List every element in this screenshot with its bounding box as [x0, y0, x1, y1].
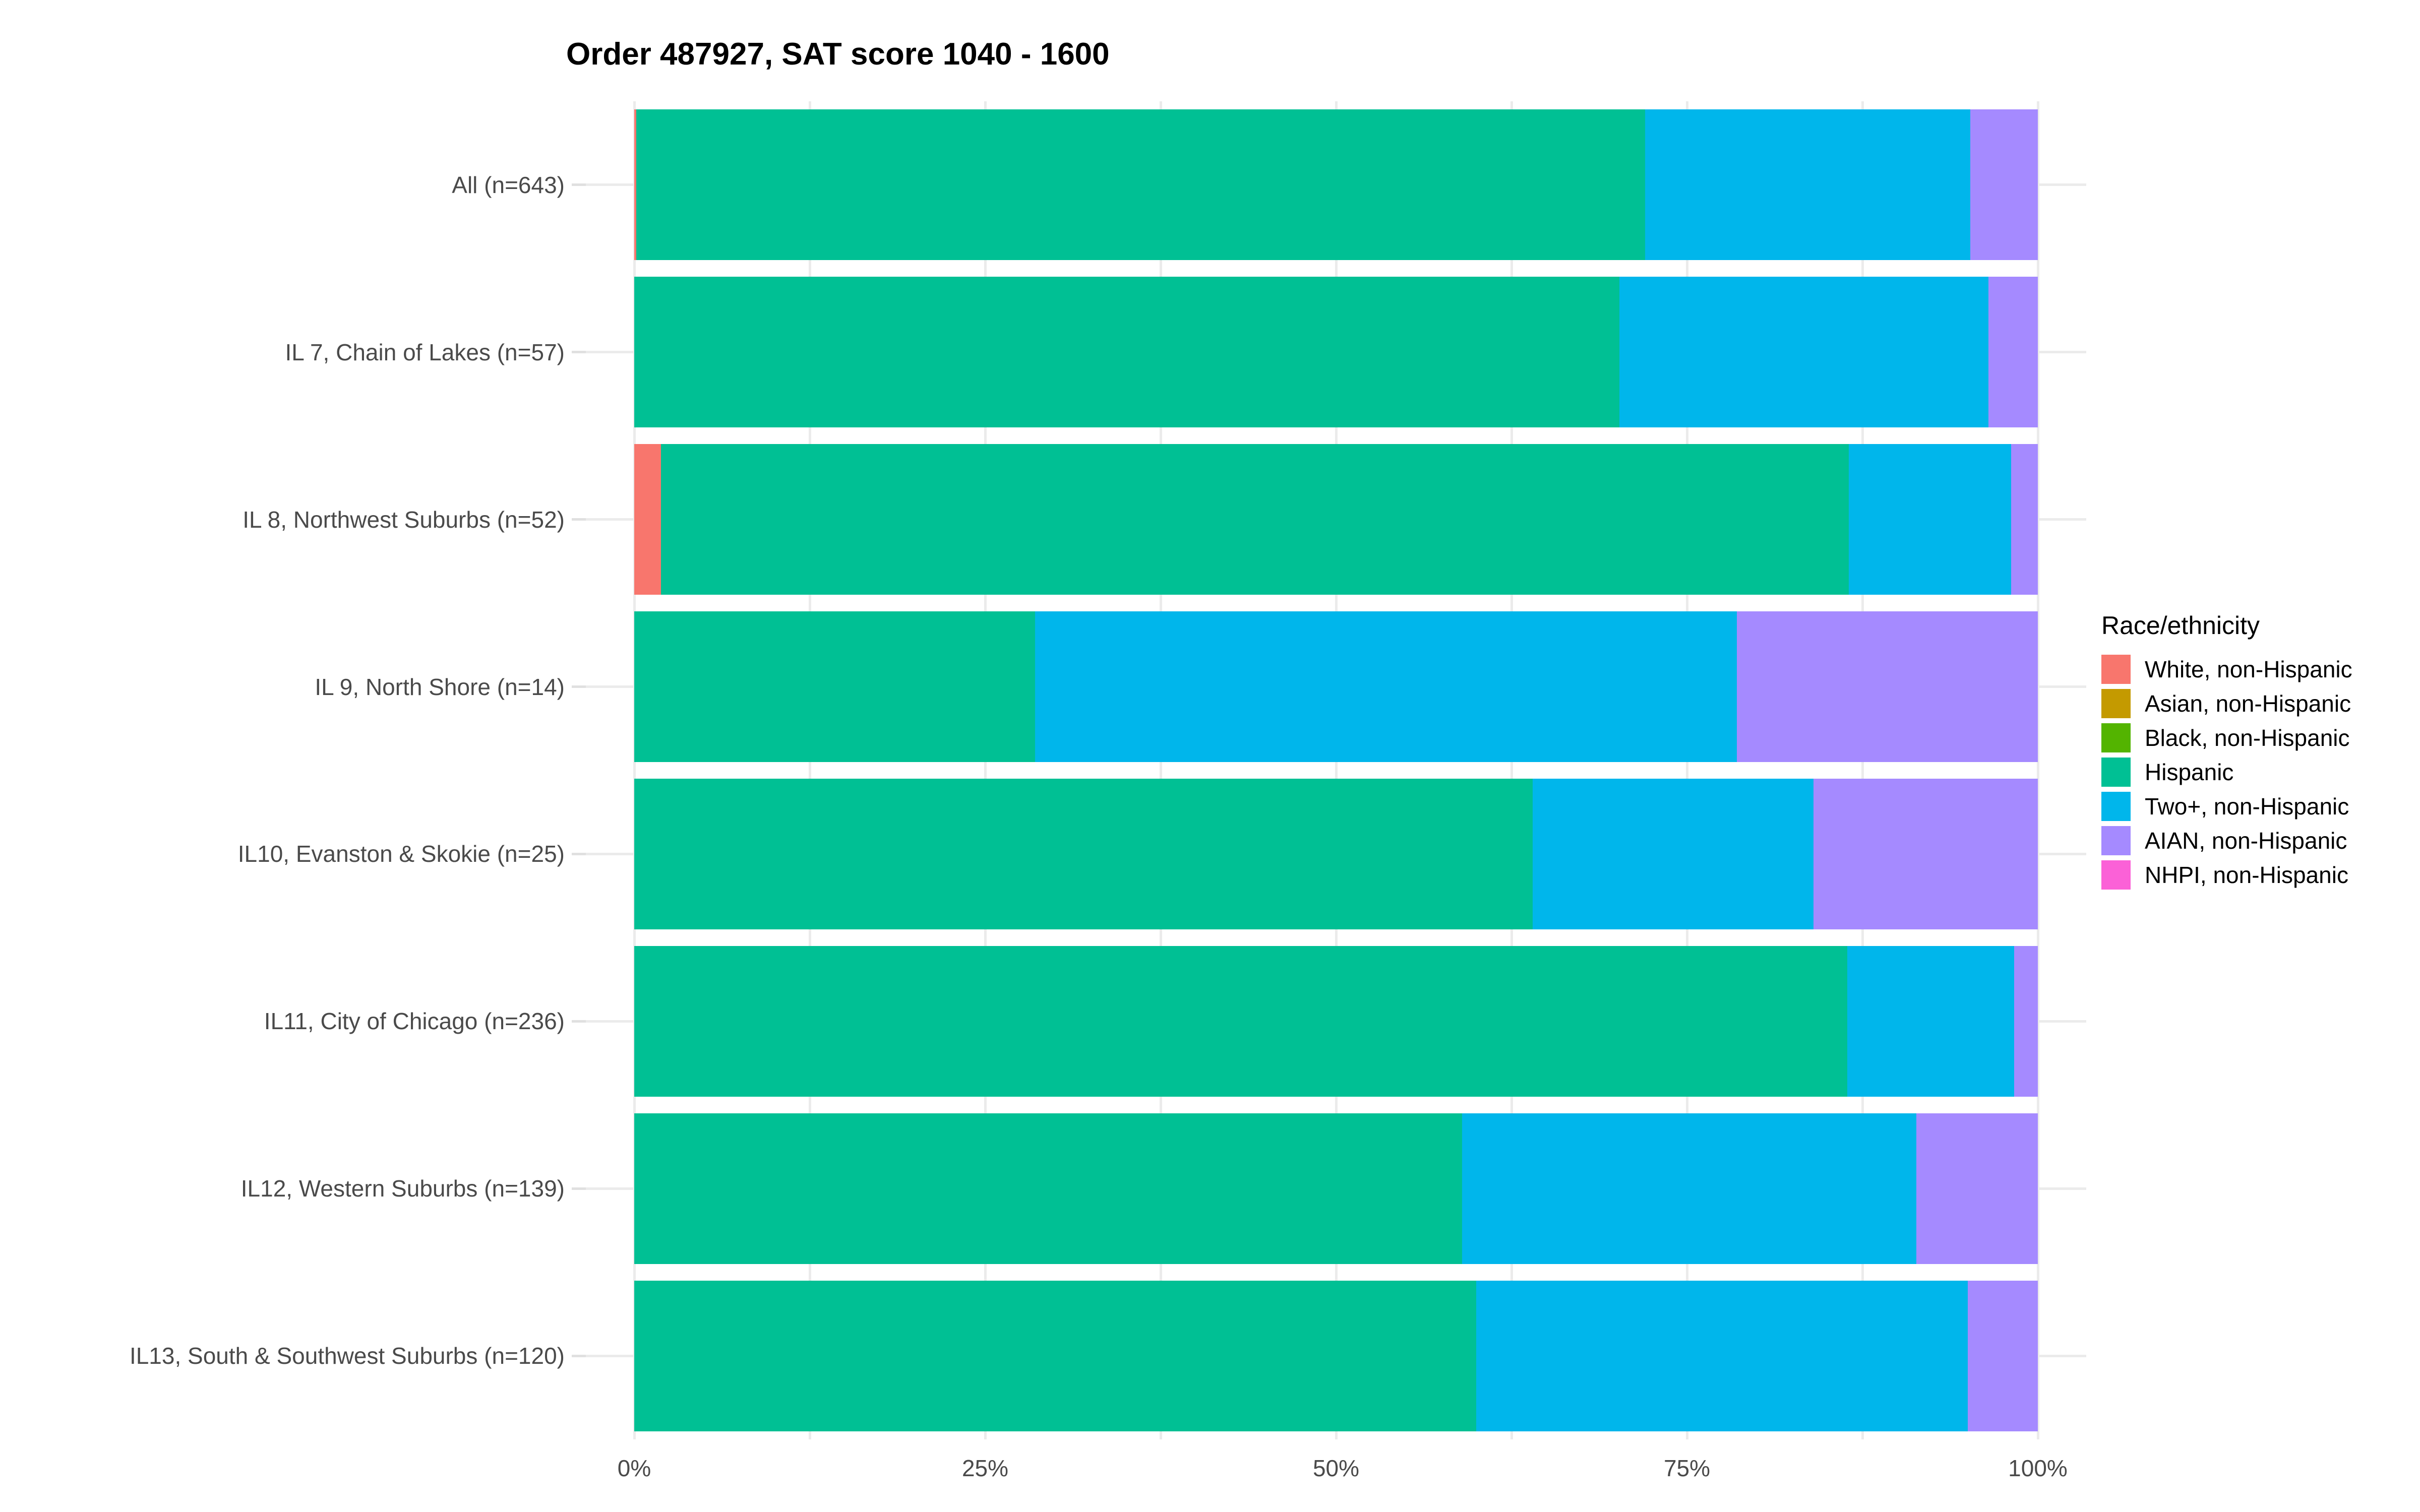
- legend-swatch-icon: [2101, 860, 2131, 890]
- legend-entry-label: AIAN, non-Hispanic: [2145, 828, 2347, 854]
- legend-entry-label: Hispanic: [2145, 759, 2234, 785]
- bar-segment: [661, 444, 1849, 595]
- bar-segment: [1916, 1113, 2038, 1264]
- x-axis-label: 50%: [1312, 1455, 1360, 1481]
- y-axis-label: IL11, City of Chicago (n=236): [264, 1008, 565, 1035]
- y-axis-tick: [572, 1020, 586, 1023]
- legend-entry: Black, non-Hispanic: [2101, 721, 2352, 755]
- x-axis-label: 0%: [617, 1455, 651, 1481]
- legend-entry: White, non-Hispanic: [2101, 652, 2352, 686]
- vertical-gridline: [1510, 101, 1513, 1439]
- x-axis-label: 100%: [2008, 1455, 2068, 1481]
- legend-entry: NHPI, non-Hispanic: [2101, 858, 2352, 892]
- vertical-gridline: [633, 101, 636, 1439]
- bar-segment: [1849, 444, 2011, 595]
- vertical-gridline: [1335, 101, 1338, 1439]
- vertical-gridline: [1861, 101, 1864, 1439]
- vertical-gridline: [2036, 101, 2039, 1439]
- y-axis-tick: [572, 852, 586, 855]
- legend-entry: Two+, non-Hispanic: [2101, 789, 2352, 824]
- x-axis-label: 75%: [1663, 1455, 1711, 1481]
- bar-segment: [634, 1113, 1463, 1264]
- bar-row: [634, 778, 2038, 929]
- bar-row: [634, 1280, 2038, 1431]
- chart-title: Order 487927, SAT score 1040 - 1600: [566, 37, 1110, 72]
- bar-row: [634, 277, 2038, 428]
- y-axis-tick: [572, 183, 586, 186]
- y-axis-label: All (n=643): [452, 171, 565, 198]
- bar-segment: [636, 109, 1645, 261]
- y-axis-tick: [572, 1187, 586, 1190]
- bar-segment: [634, 946, 1848, 1097]
- bar-row: [634, 1113, 2038, 1264]
- y-axis-tick: [572, 685, 586, 688]
- legend-swatch-icon: [2101, 758, 2131, 787]
- vertical-gridline: [1685, 101, 1688, 1439]
- legend-title: Race/ethnicity: [2101, 611, 2260, 640]
- bar-segment: [1737, 611, 2038, 763]
- bar-row: [634, 109, 2038, 261]
- legend: Race/ethnicity White, non-Hispanic Asian,…: [2101, 611, 2352, 892]
- y-axis-label: IL 8, Northwest Suburbs (n=52): [243, 506, 565, 533]
- bar-segment: [634, 277, 1619, 428]
- legend-swatch-icon: [2101, 723, 2131, 752]
- y-axis-tick: [572, 1354, 586, 1357]
- bar-segment: [1035, 611, 1737, 763]
- legend-entry: AIAN, non-Hispanic: [2101, 824, 2352, 858]
- x-axis-label: 25%: [961, 1455, 1009, 1481]
- legend-entry-label: Two+, non-Hispanic: [2145, 793, 2349, 820]
- vertical-gridline: [808, 101, 811, 1439]
- bar-segment: [1462, 1113, 1917, 1264]
- bar-segment: [1988, 277, 2038, 428]
- bar-segment: [634, 109, 637, 261]
- bar-segment: [1813, 778, 2038, 929]
- y-axis-label: IL 7, Chain of Lakes (n=57): [285, 339, 565, 365]
- y-axis-tick: [572, 351, 586, 354]
- legend-entries: White, non-Hispanic Asian, non-Hispanic Bl…: [2101, 652, 2352, 892]
- bar-segment: [1970, 109, 2038, 261]
- legend-entry: Asian, non-Hispanic: [2101, 686, 2352, 721]
- legend-swatch-icon: [2101, 655, 2131, 684]
- bar-segment: [634, 611, 1036, 763]
- legend-swatch-icon: [2101, 792, 2131, 821]
- bar-segment: [2014, 946, 2038, 1097]
- bar-segment: [1847, 946, 2014, 1097]
- bar-segment: [1645, 109, 1970, 261]
- legend-entry-label: NHPI, non-Hispanic: [2145, 862, 2348, 888]
- bar-segment: [634, 778, 1533, 929]
- bar-segment: [634, 444, 661, 595]
- bar-row: [634, 444, 2038, 595]
- bar-segment: [2011, 444, 2038, 595]
- y-axis-tick: [572, 518, 586, 521]
- bar-row: [634, 611, 2038, 763]
- bar-row: [634, 946, 2038, 1097]
- y-axis-label: IL13, South & Southwest Suburbs (n=120): [129, 1343, 565, 1369]
- legend-swatch-icon: [2101, 826, 2131, 855]
- legend-entry-label: Black, non-Hispanic: [2145, 725, 2350, 751]
- legend-entry-label: White, non-Hispanic: [2145, 656, 2352, 682]
- vertical-gridline: [1159, 101, 1162, 1439]
- y-axis-label: IL 9, North Shore (n=14): [315, 673, 565, 700]
- y-axis-label: IL10, Evanston & Skokie (n=25): [237, 841, 565, 867]
- y-axis-label: IL12, Western Suburbs (n=139): [240, 1175, 565, 1202]
- bar-segment: [1967, 1280, 2038, 1431]
- legend-entry-label: Asian, non-Hispanic: [2145, 690, 2351, 717]
- bar-segment: [634, 1280, 1477, 1431]
- bar-segment: [1532, 778, 1813, 929]
- bar-segment: [1476, 1280, 1968, 1431]
- vertical-gridline: [984, 101, 987, 1439]
- legend-entry: Hispanic: [2101, 755, 2352, 789]
- bar-segment: [1619, 277, 1989, 428]
- legend-swatch-icon: [2101, 689, 2131, 718]
